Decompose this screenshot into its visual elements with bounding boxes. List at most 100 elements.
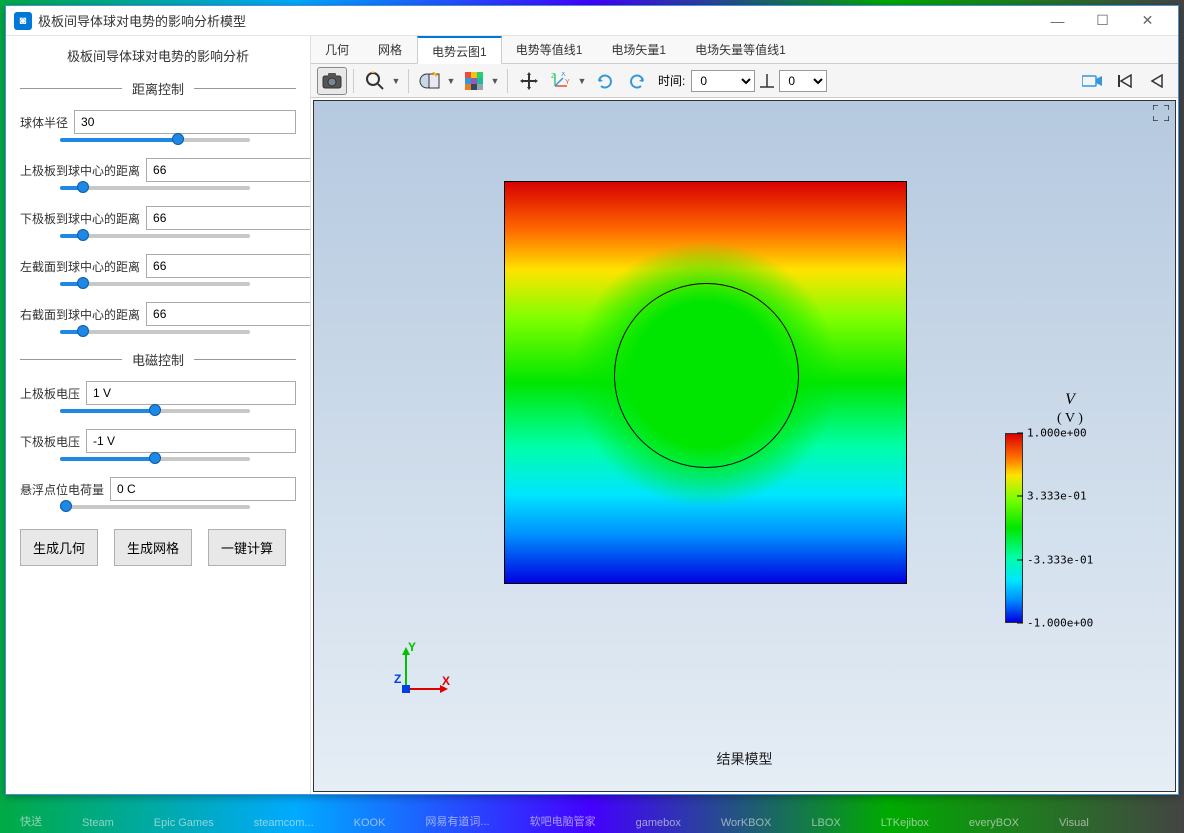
taskbar-item[interactable]: 软吧电脑管家 [530,813,596,829]
gen-geometry-button[interactable]: 生成几何 [20,529,98,566]
input-top-v[interactable] [86,381,296,405]
gen-mesh-button[interactable]: 生成网格 [114,529,192,566]
tabs: 几何网格电势云图1电势等值线1电场矢量1电场矢量等值线1 [311,36,1178,64]
clip-dropdown[interactable]: ▼ [445,76,457,86]
result-label: 结果模型 [717,749,773,769]
legend-tick: 3.333e-01 [1027,490,1087,503]
tab-网格[interactable]: 网格 [364,36,417,63]
slider-right-dist[interactable] [60,330,250,334]
control-charge: 悬浮点位电荷量 [20,477,296,501]
app-window: ◙ 极板间导体球对电势的影响分析模型 — ☐ ✕ 极板间导体球对电势的影响分析 … [5,5,1179,795]
control-bot-v: 下极板电压 [20,429,296,453]
rotate-right-icon[interactable] [622,67,652,95]
toolbar: ▼ ▼ ▼ ZYX ▼ [311,64,1178,98]
tab-电场矢量等值线1[interactable]: 电场矢量等值线1 [681,36,801,63]
svg-text:X: X [442,674,450,688]
tab-电势云图1[interactable]: 电势云图1 [417,36,502,64]
section-em: 电磁控制 [20,350,296,369]
button-row: 生成几何 生成网格 一键计算 [20,529,296,566]
zoom-icon[interactable] [360,67,390,95]
svg-text:Z: Z [394,672,401,686]
legend-tick: -3.333e-01 [1027,553,1093,566]
time-select-2[interactable]: 0 [779,70,827,92]
control-left-dist: 左截面到球中心的距离 [20,254,296,278]
control-top-dist: 上极板到球中心的距离 [20,158,296,182]
perpendicular-icon[interactable] [757,67,777,95]
play-back-icon[interactable] [1142,67,1172,95]
pan-icon[interactable] [514,67,544,95]
input-left-dist[interactable] [146,254,311,278]
control-radius: 球体半径 [20,110,296,134]
tab-电场矢量1[interactable]: 电场矢量1 [597,36,681,63]
taskbar-item[interactable]: LTKejibox [881,817,929,829]
input-bot-dist[interactable] [146,206,311,230]
skip-back-icon[interactable] [1110,67,1140,95]
label-top-v: 上极板电压 [20,385,80,402]
input-top-dist[interactable] [146,158,311,182]
label-charge: 悬浮点位电荷量 [20,481,104,498]
input-charge[interactable] [110,477,296,501]
axis-dropdown[interactable]: ▼ [576,76,588,86]
tab-几何[interactable]: 几何 [311,36,364,63]
taskbar-item[interactable]: 快送 [20,813,42,829]
toolbar-separator [408,69,409,93]
slider-top-v[interactable] [60,409,250,413]
svg-text:Y: Y [565,79,570,86]
toolbar-separator [353,69,354,93]
taskbar-item[interactable]: Steam [82,817,114,829]
legend-tick: 1.000e+00 [1027,427,1087,440]
tab-电势等值线1[interactable]: 电势等值线1 [502,36,598,63]
control-top-v: 上极板电压 [20,381,296,405]
slider-bot-v[interactable] [60,457,250,461]
clip-icon[interactable] [415,67,445,95]
slider-radius[interactable] [60,138,250,142]
axis-triad: Y X Z [394,641,454,701]
main-area: 几何网格电势云图1电势等值线1电场矢量1电场矢量等值线1 ▼ ▼ ▼ [311,36,1178,794]
viewport[interactable]: Y X Z 结果模型 V ( V ) 1.000e+00 3.333e-01 -3.… [313,100,1176,792]
desktop-taskbar: 快送 Steam Epic Games steamcom... KOOK 网易有道词...… [0,807,1184,829]
taskbar-item[interactable]: Visual [1059,817,1089,829]
axis-orient-icon[interactable]: ZYX [546,67,576,95]
legend-title: V [1005,391,1135,409]
fullscreen-icon[interactable] [1153,105,1171,123]
sidebar-title: 极板间导体球对电势的影响分析 [20,46,296,65]
taskbar-item[interactable]: 网易有道词... [425,813,489,829]
time-label: 时间: [658,72,685,89]
slider-left-dist[interactable] [60,282,250,286]
rotate-left-icon[interactable] [590,67,620,95]
sidebar: 极板间导体球对电势的影响分析 距离控制 球体半径 上极板到球中心的距离 下极板到… [6,36,311,794]
legend-unit: ( V ) [1005,411,1135,427]
taskbar-item[interactable]: KOOK [354,817,386,829]
control-right-dist: 右截面到球中心的距离 [20,302,296,326]
body-area: 极板间导体球对电势的影响分析 距离控制 球体半径 上极板到球中心的距离 下极板到… [6,36,1178,794]
colormap-dropdown[interactable]: ▼ [489,76,501,86]
slider-charge[interactable] [60,505,250,509]
taskbar-item[interactable]: Epic Games [154,817,214,829]
taskbar-item[interactable]: gamebox [636,817,681,829]
snapshot-icon[interactable] [317,67,347,95]
input-right-dist[interactable] [146,302,311,326]
taskbar-item[interactable]: WorKBOX [721,817,772,829]
input-bot-v[interactable] [86,429,296,453]
conductor-circle [614,283,799,468]
minimize-button[interactable]: — [1035,7,1080,35]
taskbar-item[interactable]: LBOX [811,817,840,829]
legend-bar [1005,433,1023,623]
time-select-1[interactable]: 0 [691,70,755,92]
window-controls: — ☐ ✕ [1035,7,1170,35]
slider-bot-dist[interactable] [60,234,250,238]
label-radius: 球体半径 [20,114,68,131]
window-title: 极板间导体球对电势的影响分析模型 [38,11,1035,30]
maximize-button[interactable]: ☐ [1080,7,1125,35]
legend-ticks: 1.000e+003.333e-01-3.333e-01-1.000e+00 [1023,433,1135,623]
colormap-icon[interactable] [459,67,489,95]
close-button[interactable]: ✕ [1125,7,1170,35]
app-icon: ◙ [14,12,32,30]
input-radius[interactable] [74,110,296,134]
taskbar-item[interactable]: steamcom... [254,817,314,829]
record-icon[interactable] [1078,67,1108,95]
taskbar-item[interactable]: everyBOX [969,817,1019,829]
zoom-dropdown[interactable]: ▼ [390,76,402,86]
slider-top-dist[interactable] [60,186,250,190]
compute-button[interactable]: 一键计算 [208,529,286,566]
